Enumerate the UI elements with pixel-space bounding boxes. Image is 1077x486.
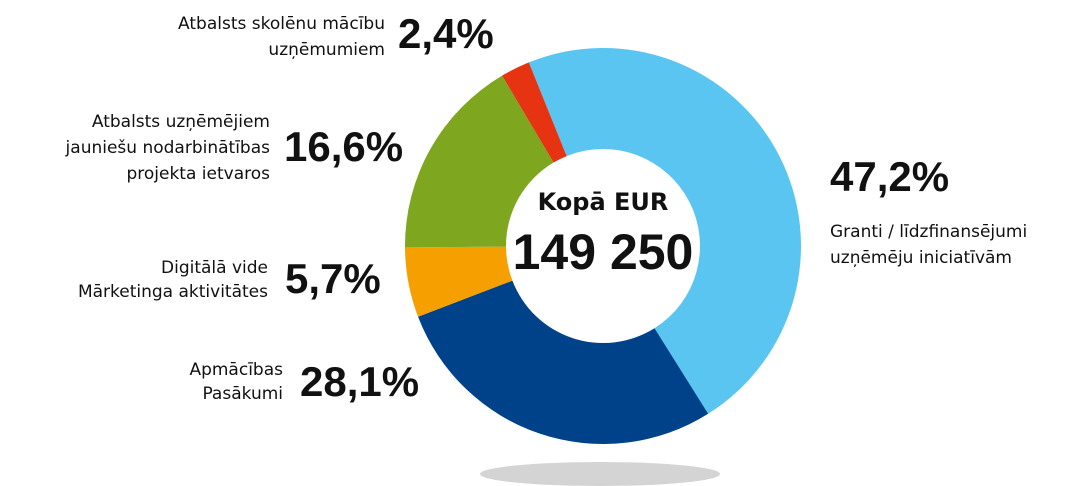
value-label: 2,4% [398,10,494,57]
slice [418,280,709,444]
category-label: Apmācības [189,360,283,380]
value-label: 47,2% [830,153,949,200]
category-label: Pasākumi [202,384,283,404]
value-label: 16,6% [284,123,403,170]
category-label: Granti / līdzfinansējumi [830,222,1027,242]
category-label: Atbalsts skolēnu mācību [178,14,385,34]
donut [405,48,801,444]
center-title: Kopā EUR [538,188,669,216]
category-label: Atbalsts uzņēmējiem [92,112,270,132]
category-label: uzņēmēju iniciatīvām [830,248,1012,268]
category-label: uzņēmumiem [268,40,385,60]
value-label: 28,1% [300,358,419,405]
category-label: projekta ietvaros [126,164,270,184]
slice [502,62,567,163]
category-label: Mārketinga aktivitātes [78,282,268,302]
value-label: 5,7% [285,255,381,302]
slice [405,75,554,248]
slice [528,48,801,414]
center-value: 149 250 [513,224,694,280]
slice [405,246,513,317]
category-label: jauniešu nodarbinātības [65,138,271,158]
shadow [480,462,720,486]
category-label: Digitālā vide [161,258,268,278]
